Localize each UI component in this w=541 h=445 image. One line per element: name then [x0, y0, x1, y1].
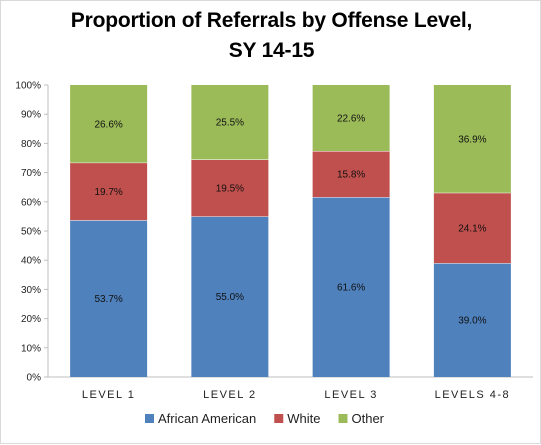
y-tick-label: 90%: [21, 110, 41, 121]
x-tick-label: LEVEL 3: [324, 389, 378, 401]
bar-segment: [191, 159, 269, 217]
y-tick-label: 40%: [21, 256, 41, 267]
y-tick-label: 100%: [15, 81, 41, 92]
bar-segment: [70, 220, 148, 377]
bar-segment: [433, 263, 511, 377]
bar-segment: [191, 85, 269, 160]
x-tick-label: LEVELS 4-8: [435, 389, 511, 401]
legend-swatch: [145, 414, 154, 423]
y-tick-label: 0%: [27, 373, 42, 384]
legend-label: Other: [352, 411, 385, 426]
data-label: 26.6%: [94, 119, 122, 130]
bar-segment: [433, 192, 511, 264]
x-tick-label: LEVEL 1: [82, 389, 136, 401]
bar-segment: [312, 85, 390, 151]
data-label: 19.7%: [94, 187, 122, 198]
bar-segment: [70, 162, 148, 221]
y-tick-label: 30%: [21, 285, 41, 296]
legend-swatch: [338, 414, 348, 423]
bar-segment: [191, 216, 269, 377]
y-tick-label: 80%: [21, 139, 41, 150]
data-label: 61.6%: [337, 283, 365, 294]
legend-swatch: [274, 414, 284, 423]
bar-segment: [433, 85, 511, 193]
y-tick-label: 70%: [21, 168, 41, 179]
y-tick-label: 10%: [21, 343, 41, 354]
chart-title-line-1: Proportion of Referrals by Offense Level…: [70, 9, 473, 32]
data-label: 25.5%: [216, 118, 244, 129]
bar-segment: [70, 85, 148, 163]
legend-label: White: [287, 411, 320, 426]
x-tick-label: LEVEL 2: [203, 389, 257, 401]
y-tick-label: 20%: [21, 314, 41, 325]
y-tick-label: 50%: [21, 227, 41, 238]
data-label: 15.8%: [337, 170, 365, 181]
data-label: 39.0%: [458, 316, 486, 327]
y-tick-label: 60%: [21, 197, 41, 208]
bar-segment: [312, 197, 390, 377]
bar-segment: [312, 150, 390, 198]
data-label: 55.0%: [216, 292, 244, 303]
data-label: 24.1%: [458, 223, 486, 234]
legend-label: African American: [158, 411, 256, 426]
data-label: 19.5%: [216, 183, 244, 194]
chart-title-line-2: SY 14-15: [228, 39, 315, 62]
data-label: 53.7%: [94, 294, 122, 305]
data-label: 36.9%: [458, 134, 486, 145]
data-label: 22.6%: [337, 113, 365, 124]
